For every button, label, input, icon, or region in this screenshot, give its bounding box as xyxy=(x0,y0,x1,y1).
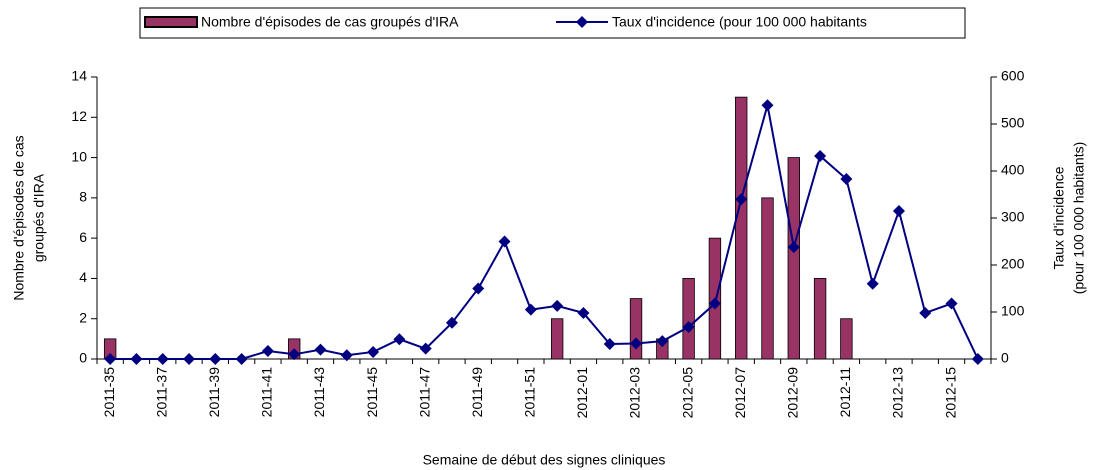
legend-swatch xyxy=(576,16,588,28)
y-tick-label: 10 xyxy=(71,148,87,164)
marker xyxy=(472,282,485,295)
legend-label: Taux d'incidence (pour 100 000 habitants xyxy=(612,14,867,30)
marker xyxy=(919,306,932,319)
y2-tick-label: 200 xyxy=(1001,256,1025,272)
bar xyxy=(813,278,827,360)
marker xyxy=(288,348,301,361)
marker xyxy=(630,337,643,350)
y2-axis-title: Taux d'incidence xyxy=(1051,166,1067,269)
y2-tick-label: 300 xyxy=(1001,209,1025,225)
marker xyxy=(866,277,879,290)
x-tick-label: 2011-39 xyxy=(206,367,222,418)
y-tick-label: 6 xyxy=(79,229,87,245)
marker xyxy=(419,342,432,355)
x-tick-label: 2011-51 xyxy=(522,367,538,418)
x-tick-label: 2012-01 xyxy=(574,367,590,419)
marker xyxy=(945,297,958,310)
y2-tick-label: 500 xyxy=(1001,115,1025,131)
marker xyxy=(682,321,695,334)
bar xyxy=(761,197,774,360)
y-tick-label: 4 xyxy=(79,269,87,285)
marker xyxy=(104,353,117,365)
marker xyxy=(656,335,669,348)
marker xyxy=(445,316,458,329)
marker xyxy=(498,235,511,248)
marker xyxy=(735,193,748,206)
marker xyxy=(393,333,406,346)
bar xyxy=(787,157,800,360)
bar xyxy=(550,318,564,360)
x-tick-label: 2011-47 xyxy=(416,367,432,418)
y2-tick-label: 600 xyxy=(1001,68,1025,84)
x-tick-label: 2011-45 xyxy=(364,367,380,418)
marker xyxy=(261,345,274,358)
legend-swatch xyxy=(144,16,198,28)
y2-tick-label: 100 xyxy=(1001,303,1025,319)
marker xyxy=(840,172,853,185)
line xyxy=(110,104,979,360)
x-tick-label: 2011-49 xyxy=(469,367,485,418)
marker xyxy=(892,204,905,217)
y-tick-label: 8 xyxy=(79,189,87,205)
x-tick-label: 2011-41 xyxy=(259,367,275,418)
x-tick-label: 2012-05 xyxy=(679,367,695,419)
marker xyxy=(156,353,169,365)
y2-axis-title: (pour 100 000 habitants) xyxy=(1071,142,1087,295)
y-axis-title: groupés d'IRA xyxy=(31,173,47,262)
bar xyxy=(735,96,748,360)
marker xyxy=(209,353,222,365)
marker xyxy=(551,299,564,312)
x-tick-label: 2012-15 xyxy=(942,367,958,419)
y-tick-label: 14 xyxy=(71,68,87,84)
marker xyxy=(524,303,537,316)
x-axis-title: Semaine de début des signes cliniques xyxy=(423,452,666,468)
marker xyxy=(235,353,248,365)
y-tick-label: 0 xyxy=(79,350,87,366)
marker xyxy=(708,297,721,310)
y2-tick-label: 400 xyxy=(1001,162,1025,178)
x-tick-label: 2012-09 xyxy=(784,367,800,419)
y-axis-title: Nombre d'épisodes de cas xyxy=(11,135,27,300)
y2-tick-label: 0 xyxy=(1001,350,1009,366)
y-tick-label: 2 xyxy=(79,309,87,325)
marker xyxy=(577,306,590,319)
bar xyxy=(682,278,695,360)
marker xyxy=(183,353,196,365)
bar xyxy=(840,318,853,360)
x-tick-label: 2012-03 xyxy=(627,367,643,419)
x-tick-label: 2012-13 xyxy=(890,367,906,419)
bar xyxy=(629,298,643,360)
legend-box xyxy=(139,7,966,39)
x-tick-label: 2011-43 xyxy=(311,367,327,418)
marker xyxy=(603,337,616,350)
marker xyxy=(814,149,827,162)
x-tick-label: 2011-37 xyxy=(153,367,169,418)
marker xyxy=(340,349,353,362)
marker xyxy=(130,353,143,365)
marker xyxy=(787,241,800,254)
marker xyxy=(314,343,327,356)
marker xyxy=(367,345,380,358)
x-tick-label: 2012-07 xyxy=(732,367,748,419)
marker xyxy=(971,353,984,365)
x-tick-label: 2011-35 xyxy=(101,367,117,418)
y-tick-label: 12 xyxy=(71,108,87,124)
marker xyxy=(761,99,774,112)
legend-label: Nombre d'épisodes de cas groupés d'IRA xyxy=(201,14,459,30)
x-tick-label: 2012-11 xyxy=(837,367,853,418)
